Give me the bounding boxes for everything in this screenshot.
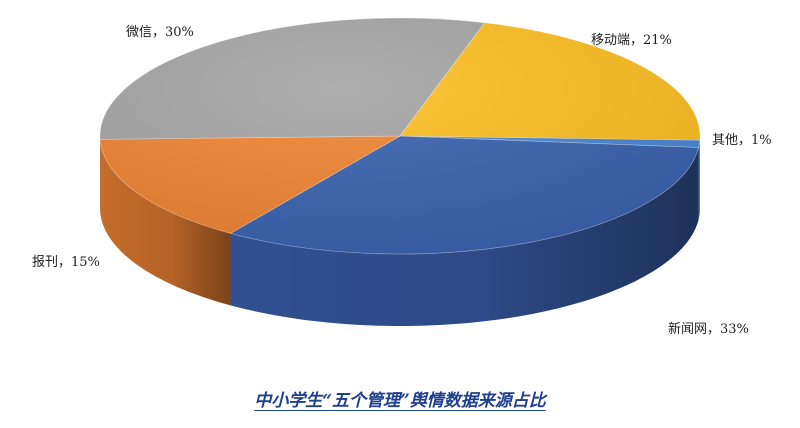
pie-side-shade-2 bbox=[100, 139, 231, 306]
pie-side-shade-1 bbox=[230, 147, 699, 327]
pie-chart: 其他，1% 新闻网，33% 报刊，15% 微信，30% 移动端，21% bbox=[32, 17, 772, 337]
slice-label-移动端: 移动端，21% bbox=[591, 33, 672, 48]
slice-label-其他: 其他，1% bbox=[712, 133, 772, 148]
slice-label-微信: 微信，30% bbox=[126, 25, 194, 40]
chart-title: 中小学生“五个管理”舆情数据来源占比 bbox=[254, 391, 546, 411]
pie-side-shade-0 bbox=[698, 140, 700, 220]
slice-label-新闻网: 新闻网，33% bbox=[668, 321, 749, 337]
slice-label-报刊: 报刊，15% bbox=[32, 255, 100, 270]
pie-top-shading bbox=[100, 18, 700, 254]
